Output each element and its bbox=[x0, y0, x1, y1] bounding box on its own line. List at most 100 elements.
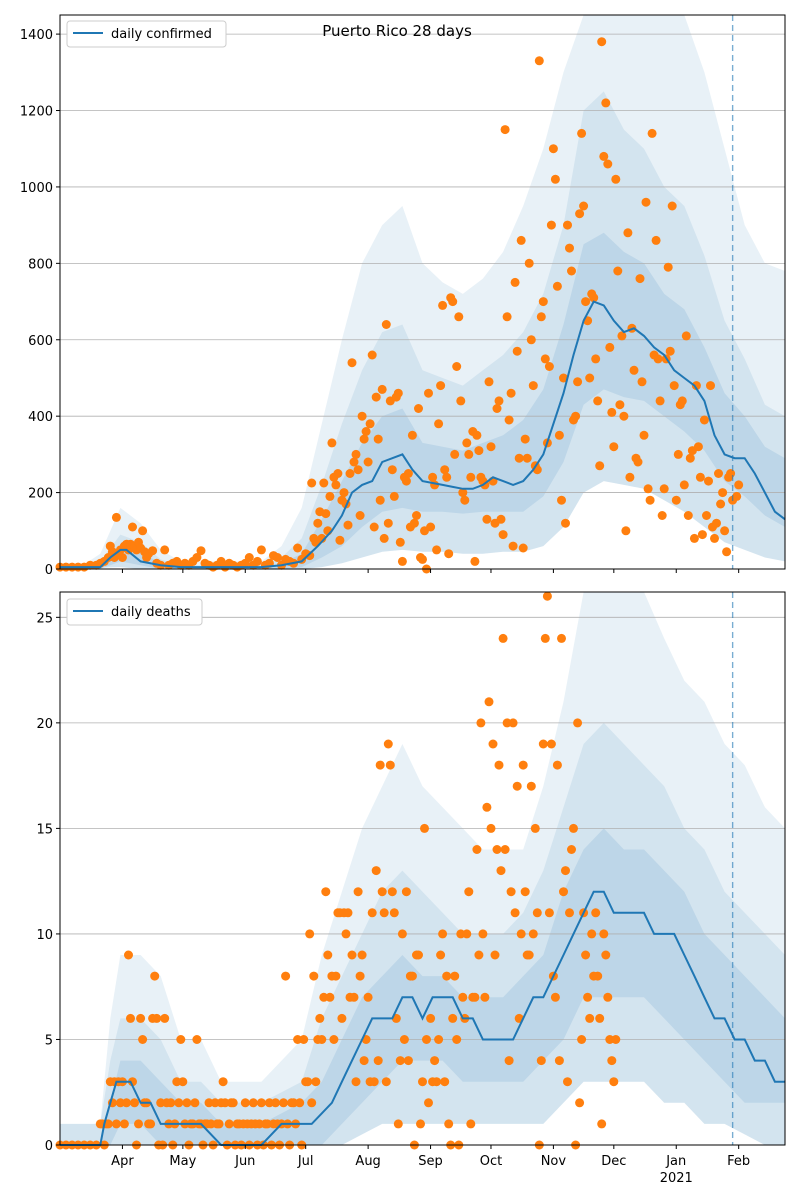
data-point bbox=[375, 760, 385, 770]
data-point bbox=[307, 478, 317, 488]
data-point bbox=[540, 633, 550, 643]
data-point bbox=[603, 159, 613, 169]
data-point bbox=[448, 1013, 458, 1023]
data-point bbox=[518, 543, 528, 553]
data-point bbox=[321, 887, 331, 897]
data-point bbox=[470, 992, 480, 1002]
data-point bbox=[373, 434, 383, 444]
data-point bbox=[466, 472, 476, 482]
data-point bbox=[585, 373, 595, 383]
x-tick-label: May bbox=[169, 1154, 196, 1169]
data-point bbox=[522, 453, 532, 463]
data-point bbox=[349, 457, 359, 467]
data-point bbox=[252, 556, 262, 566]
data-point bbox=[176, 1035, 186, 1044]
data-point bbox=[589, 293, 599, 303]
data-point bbox=[601, 950, 611, 960]
legend-label-confirmed: daily confirmed bbox=[111, 27, 212, 42]
data-point bbox=[337, 1013, 347, 1023]
data-point bbox=[434, 1035, 444, 1044]
y-tick-label: 1000 bbox=[20, 181, 53, 196]
data-point bbox=[256, 545, 266, 555]
data-point bbox=[645, 495, 655, 505]
data-point bbox=[428, 472, 438, 482]
data-point bbox=[134, 1119, 143, 1129]
data-point bbox=[536, 312, 546, 322]
data-point bbox=[710, 533, 719, 543]
data-point bbox=[575, 209, 585, 219]
data-point bbox=[333, 469, 343, 478]
data-point bbox=[450, 971, 460, 981]
data-point bbox=[442, 971, 452, 981]
data-point bbox=[508, 718, 518, 728]
data-point bbox=[552, 281, 562, 291]
data-point bbox=[599, 929, 609, 939]
data-point bbox=[597, 37, 607, 47]
data-point bbox=[192, 553, 202, 562]
data-point bbox=[456, 396, 466, 406]
data-point bbox=[214, 1119, 224, 1129]
data-point bbox=[450, 449, 460, 459]
data-point bbox=[486, 442, 496, 452]
data-point bbox=[518, 760, 528, 770]
data-point bbox=[484, 697, 494, 707]
data-point bbox=[434, 419, 444, 429]
data-point bbox=[293, 543, 303, 553]
data-point bbox=[224, 1119, 234, 1129]
y-tick-label: 20 bbox=[36, 717, 53, 732]
data-point bbox=[605, 342, 615, 352]
x-tick-label: Aug bbox=[355, 1154, 380, 1169]
data-point bbox=[704, 476, 713, 486]
data-point bbox=[355, 971, 365, 981]
data-point bbox=[504, 1056, 514, 1066]
data-point bbox=[136, 1013, 146, 1023]
data-point bbox=[365, 419, 375, 429]
data-point bbox=[452, 362, 462, 371]
data-point bbox=[438, 929, 448, 939]
data-point bbox=[552, 760, 562, 770]
data-point bbox=[689, 533, 699, 543]
y-tick-label: 15 bbox=[36, 822, 53, 837]
data-point bbox=[528, 929, 538, 939]
data-point bbox=[697, 530, 707, 540]
data-point bbox=[554, 1056, 564, 1066]
data-point bbox=[103, 1119, 113, 1129]
band-inner bbox=[60, 828, 785, 1145]
data-point bbox=[345, 469, 355, 478]
data-point bbox=[603, 992, 613, 1002]
data-point bbox=[454, 312, 464, 322]
data-point bbox=[671, 495, 681, 505]
data-point bbox=[377, 384, 387, 394]
data-point bbox=[111, 512, 121, 522]
data-point bbox=[520, 434, 530, 444]
band-mid bbox=[60, 91, 785, 570]
data-point bbox=[637, 377, 647, 387]
data-point bbox=[494, 396, 504, 406]
data-point bbox=[412, 511, 421, 520]
data-point bbox=[426, 522, 436, 532]
data-point bbox=[307, 1098, 317, 1108]
data-point bbox=[387, 887, 397, 897]
data-point bbox=[536, 1056, 546, 1066]
data-point bbox=[335, 535, 345, 545]
data-point bbox=[414, 404, 423, 413]
data-point bbox=[407, 430, 417, 440]
x-tick-label: Feb bbox=[727, 1154, 750, 1169]
data-point bbox=[462, 438, 472, 448]
data-point bbox=[500, 125, 510, 135]
y-tick-label: 5 bbox=[45, 1033, 53, 1048]
data-point bbox=[343, 520, 353, 530]
data-point bbox=[581, 950, 591, 960]
data-point bbox=[534, 56, 544, 66]
data-point bbox=[478, 929, 488, 939]
data-point bbox=[367, 350, 377, 360]
data-point bbox=[420, 823, 429, 833]
data-point bbox=[256, 1098, 266, 1108]
data-point bbox=[359, 1056, 369, 1066]
data-point bbox=[667, 201, 677, 211]
data-point bbox=[496, 866, 506, 876]
data-point bbox=[641, 197, 651, 207]
data-point bbox=[699, 415, 709, 425]
data-point bbox=[567, 845, 576, 854]
data-point bbox=[218, 1077, 228, 1087]
